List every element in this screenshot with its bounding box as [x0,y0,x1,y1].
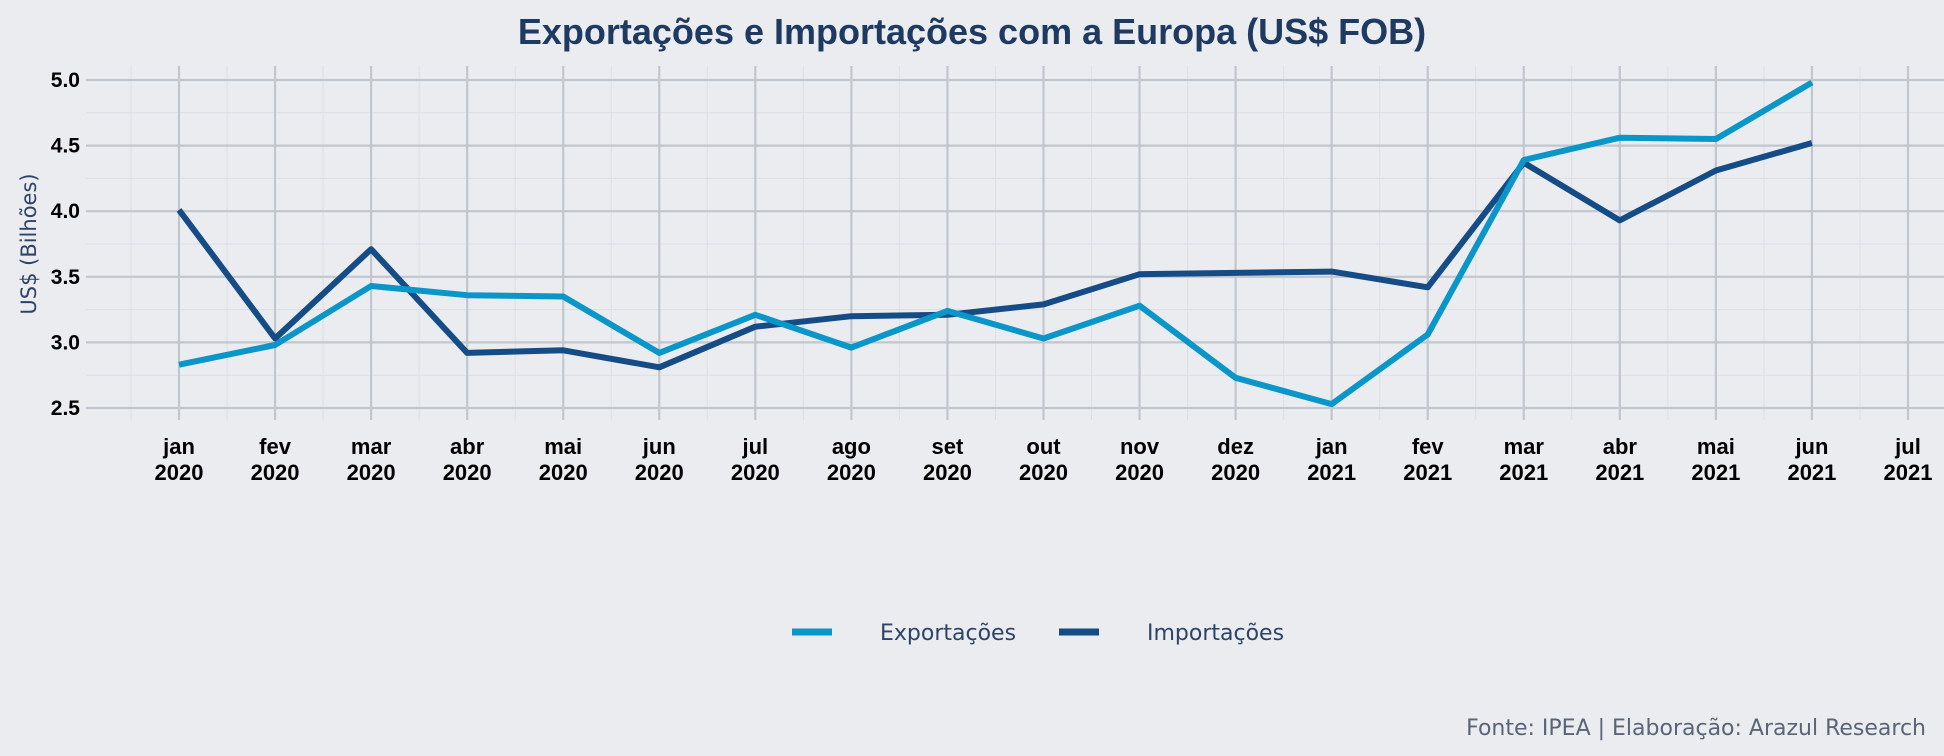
y-tick-label: 5.0 [51,69,80,92]
x-tick-year: 2020 [827,460,876,485]
x-tick-month: abr [1603,434,1638,459]
x-tick-month: fev [259,434,292,459]
x-tick-year: 2021 [1691,460,1740,485]
x-tick-month: abr [450,434,485,459]
x-tick-year: 2020 [539,460,588,485]
x-tick-month: dez [1217,434,1254,459]
x-tick-month: set [932,434,964,459]
x-tick-year: 2021 [1787,460,1836,485]
x-tick-month: nov [1120,434,1160,459]
x-tick-month: jan [1315,434,1348,459]
x-tick-month: jun [1794,434,1828,459]
y-tick-label: 2.5 [51,397,81,420]
y-tick-label: 4.0 [51,200,80,223]
y-axis-ticks: 2.5 3.0 3.5 4.0 4.5 5.0 [51,69,81,420]
grid [86,66,1944,420]
x-tick-month: ago [832,434,871,459]
x-tick-year: 2021 [1595,460,1644,485]
x-axis-ticks: jan2020fev2020mar2020abr2020mai2020jun20… [155,434,1933,485]
chart-title: Exportações e Importações com a Europa (… [518,11,1426,52]
x-tick-month: mai [1697,434,1735,459]
x-tick-year: 2020 [1019,460,1068,485]
x-tick-year: 2020 [1211,460,1260,485]
x-tick-month: jul [1894,434,1921,459]
legend: Exportações Importações [792,621,1284,646]
x-tick-year: 2020 [731,460,780,485]
x-tick-year: 2020 [347,460,396,485]
x-tick-year: 2020 [251,460,300,485]
legend-item: Exportações [792,621,1016,646]
x-tick-year: 2020 [635,460,684,485]
x-tick-year: 2020 [155,460,204,485]
x-tick-month: mai [544,434,582,459]
legend-label: Exportações [880,621,1016,646]
legend-item: Importações [1059,621,1284,646]
x-tick-month: jan [162,434,195,459]
x-tick-year: 2020 [923,460,972,485]
legend-label: Importações [1147,621,1284,646]
x-tick-year: 2020 [443,460,492,485]
y-tick-label: 3.5 [51,266,81,289]
x-tick-month: mar [1504,434,1545,459]
y-axis-label: US$ (Bilhões) [17,173,41,314]
x-tick-year: 2021 [1884,460,1933,485]
x-tick-month: out [1026,434,1061,459]
x-tick-year: 2021 [1403,460,1452,485]
source-caption: Fonte: IPEA | Elaboração: Arazul Researc… [1466,716,1926,741]
x-tick-year: 2020 [1115,460,1164,485]
series-line-exporta-es [178,80,1814,408]
y-tick-label: 3.0 [51,331,80,354]
x-tick-month: jun [642,434,676,459]
x-tick-year: 2021 [1499,460,1548,485]
x-tick-month: jul [741,434,768,459]
x-tick-month: fev [1412,434,1445,459]
series-line-importa-es [176,140,1813,371]
x-tick-month: mar [351,434,392,459]
y-tick-label: 4.5 [51,135,81,158]
x-tick-year: 2021 [1307,460,1356,485]
series [176,80,1814,408]
